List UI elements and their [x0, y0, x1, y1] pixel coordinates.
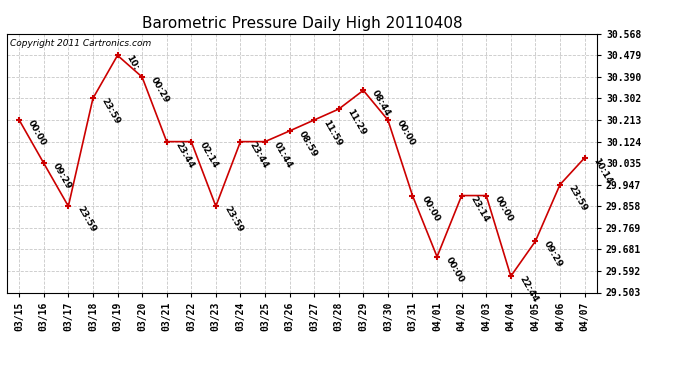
Text: Copyright 2011 Cartronics.com: Copyright 2011 Cartronics.com	[10, 39, 151, 48]
Text: 23:59: 23:59	[567, 183, 589, 213]
Text: 09:29: 09:29	[542, 240, 564, 269]
Text: 00:00: 00:00	[420, 194, 442, 223]
Text: 22:44: 22:44	[518, 275, 540, 304]
Text: 23:59: 23:59	[100, 97, 122, 126]
Text: 00:29: 00:29	[149, 76, 171, 105]
Text: 23:59: 23:59	[223, 205, 245, 234]
Text: 02:14: 02:14	[198, 140, 220, 170]
Text: 11:59: 11:59	[321, 118, 344, 148]
Text: 23:59: 23:59	[75, 205, 97, 234]
Text: 00:00: 00:00	[26, 118, 48, 147]
Text: 11:29: 11:29	[346, 108, 368, 137]
Text: 01:44: 01:44	[272, 140, 294, 170]
Text: 00:00: 00:00	[444, 255, 466, 284]
Text: 23:44: 23:44	[174, 140, 196, 170]
Text: 00:00: 00:00	[493, 194, 515, 223]
Title: Barometric Pressure Daily High 20110408: Barometric Pressure Daily High 20110408	[141, 16, 462, 31]
Text: 23:14: 23:14	[469, 194, 491, 224]
Text: 08:59: 08:59	[297, 129, 319, 159]
Text: 23:44: 23:44	[248, 140, 270, 170]
Text: 09:29: 09:29	[51, 162, 73, 191]
Text: 10:: 10:	[124, 54, 140, 72]
Text: 00:00: 00:00	[395, 118, 417, 147]
Text: 08:44: 08:44	[371, 89, 393, 118]
Text: 10:14: 10:14	[591, 156, 613, 186]
